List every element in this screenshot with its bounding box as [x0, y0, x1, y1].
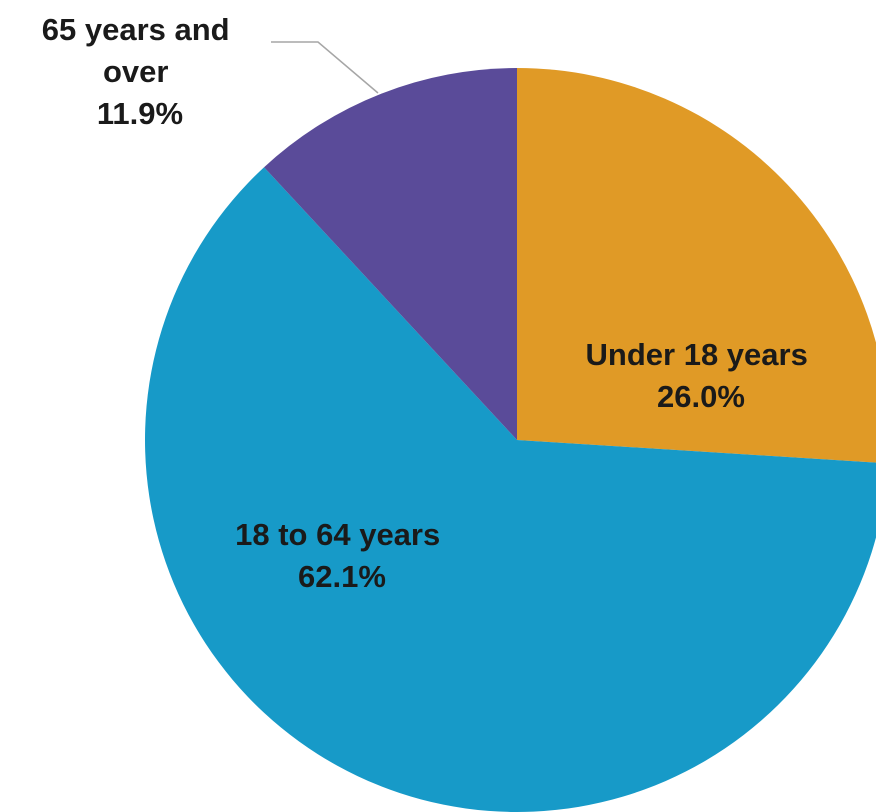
pie-slice-65-years-and-over: [264, 68, 517, 440]
leader-line-65-and-over: [271, 41, 379, 94]
label-under-18-value: 26.0%: [657, 379, 745, 414]
label-18-to-64: 18 to 64 years 62.1%: [235, 517, 449, 594]
label-18-to-64-name: 18 to 64 years: [235, 517, 440, 552]
label-65-value: 11.9%: [97, 96, 183, 131]
pie-slice-under-18-years: [517, 68, 876, 463]
label-18-to-64-value: 62.1%: [298, 559, 386, 594]
pie-slices: [145, 68, 876, 812]
label-65-line2: over: [103, 54, 168, 89]
label-65-line1: 65 years and: [42, 12, 230, 47]
label-under-18: Under 18 years 26.0%: [586, 337, 817, 414]
label-65-and-over: 65 years and over 11.9%: [42, 12, 238, 131]
label-under-18-name: Under 18 years: [586, 337, 808, 372]
pie-slice-18-to-64-years: [145, 167, 876, 812]
